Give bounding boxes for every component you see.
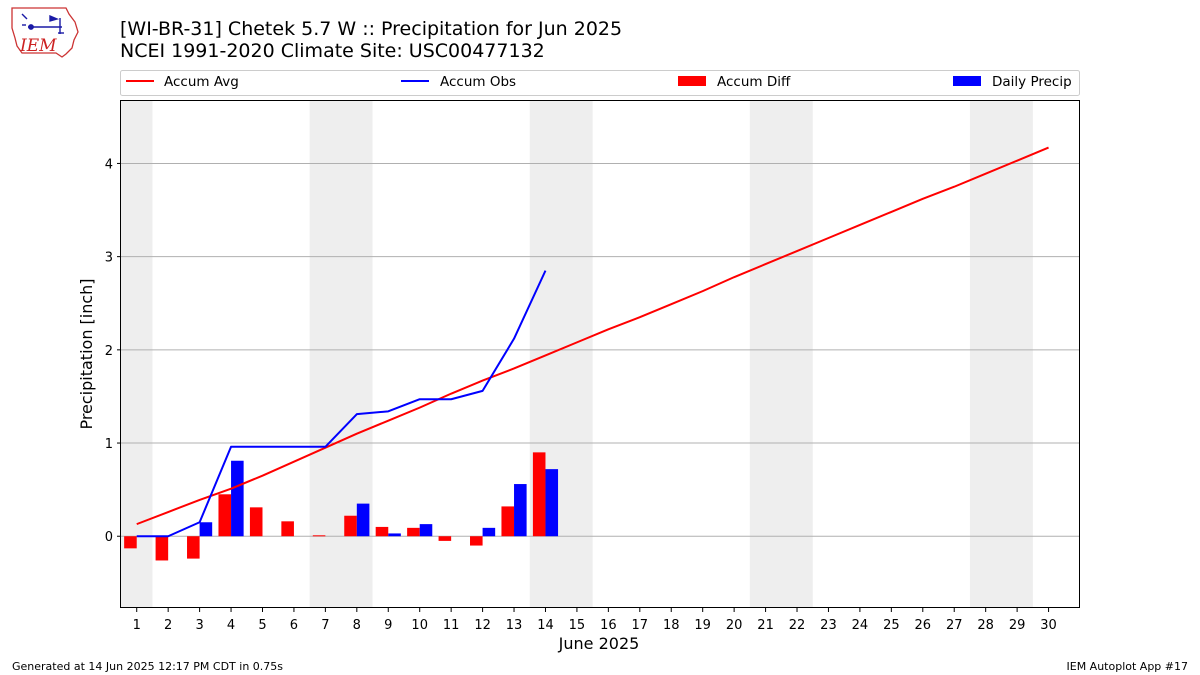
- legend-frame: [120, 70, 1080, 96]
- x-tick-label: 16: [600, 618, 617, 633]
- x-tick-label: 20: [726, 618, 743, 633]
- y-tick-label: 4: [105, 157, 113, 172]
- accum-diff-bar: [344, 515, 357, 537]
- daily-precip-bar: [545, 469, 559, 537]
- x-tick-label: 18: [663, 618, 680, 633]
- accum-diff-bar: [470, 536, 483, 546]
- accum-diff-bar: [124, 536, 137, 549]
- plot-area-frame: [120, 100, 1080, 608]
- x-tick-label: 1: [133, 618, 141, 633]
- legend-swatch-daily-precip: [953, 76, 981, 86]
- accum-diff-bar: [438, 536, 452, 541]
- accum-diff-bar: [249, 507, 263, 537]
- x-axis-label: June 2025: [558, 634, 640, 653]
- x-tick-label: 8: [353, 618, 361, 633]
- x-tick-label: 2: [164, 618, 172, 633]
- x-tick-label: 6: [290, 618, 298, 633]
- legend-label-accum-diff: Accum Diff: [717, 74, 791, 90]
- chart-title: [WI-BR-31] Chetek 5.7 W :: Precipitation…: [120, 18, 622, 40]
- x-tick-label: 19: [694, 618, 711, 633]
- bar-series: [124, 452, 559, 561]
- legend-label-accum-avg: Accum Avg: [164, 74, 239, 90]
- accum-diff-bar: [375, 526, 389, 537]
- x-tick-label: 7: [321, 618, 329, 633]
- footer-generated: Generated at 14 Jun 2025 12:17 PM CDT in…: [12, 660, 283, 673]
- footer-app: IEM Autoplot App #17: [1067, 660, 1189, 673]
- x-tick-label: 30: [1040, 618, 1057, 633]
- accum-diff-bar: [407, 527, 420, 537]
- y-axis-label: Precipitation [inch]: [77, 278, 96, 429]
- x-tick-label: 4: [227, 618, 235, 633]
- gridlines: [121, 162, 1080, 537]
- x-tick-label: 17: [632, 618, 649, 633]
- accum-diff-bar: [155, 536, 169, 561]
- daily-precip-bar: [199, 522, 213, 537]
- y-tick-label: 2: [105, 344, 113, 359]
- x-tick-label: 24: [852, 618, 869, 633]
- weather-station-icon: [21, 13, 64, 34]
- chart-subtitle: NCEI 1991-2020 Climate Site: USC00477132: [120, 40, 545, 62]
- x-tick-label: 12: [474, 618, 491, 633]
- x-axis-ticks: 1 2 3 4 5 6 7 8 9 10 11 12 13 14 15 16 17 18 19 20 21 22 23 24 2…: [133, 608, 1057, 633]
- line-series: [136, 146, 1049, 538]
- legend-swatch-accum-diff: [678, 76, 706, 86]
- logo-text: IEM: [19, 36, 57, 56]
- daily-precip-bar: [231, 460, 244, 537]
- y-axis-ticks: 0 1 2 3 4: [105, 157, 121, 545]
- accum-diff-bar: [501, 506, 515, 537]
- x-tick-label: 21: [757, 618, 774, 633]
- weekend-shade-band: [749, 101, 813, 608]
- iem-logo[interactable]: IEM: [11, 7, 79, 58]
- legend: Accum Avg Accum Obs Accum Diff Daily Pre…: [120, 70, 1080, 96]
- accum-diff-bar: [187, 536, 200, 559]
- y-tick-label: 3: [105, 251, 113, 266]
- x-tick-label: 28: [977, 618, 994, 633]
- x-tick-label: 11: [443, 618, 460, 633]
- x-tick-label: 10: [411, 618, 428, 633]
- daily-precip-bar: [356, 503, 370, 537]
- x-tick-label: 27: [946, 618, 963, 633]
- accum-obs-line: [136, 270, 547, 538]
- iowa-outline-icon: [11, 7, 79, 58]
- y-tick-label: 0: [105, 530, 113, 545]
- x-tick-label: 14: [537, 618, 554, 633]
- x-tick-label: 29: [1009, 618, 1026, 633]
- legend-label-daily-precip: Daily Precip: [992, 74, 1072, 90]
- y-tick-label: 1: [105, 437, 113, 452]
- daily-precip-bar: [482, 527, 496, 537]
- accum-diff-bar: [532, 452, 546, 537]
- x-tick-label: 25: [883, 618, 900, 633]
- x-tick-label: 13: [506, 618, 523, 633]
- x-tick-label: 5: [258, 618, 266, 633]
- x-tick-label: 15: [569, 618, 586, 633]
- x-tick-label: 9: [384, 618, 392, 633]
- accum-diff-bar: [312, 535, 326, 537]
- x-tick-label: 3: [195, 618, 203, 633]
- weekend-shade-band: [969, 101, 1033, 608]
- x-tick-label: 23: [820, 618, 837, 633]
- x-tick-label: 22: [789, 618, 806, 633]
- accum-diff-bar: [218, 494, 232, 537]
- weekend-shade-band: [121, 101, 153, 608]
- x-tick-label: 26: [915, 618, 932, 633]
- daily-precip-bar: [388, 533, 401, 537]
- daily-precip-bar: [514, 484, 527, 537]
- accum-diff-bar: [281, 521, 294, 537]
- daily-precip-bar: [419, 524, 433, 537]
- legend-label-accum-obs: Accum Obs: [440, 74, 516, 90]
- accum-avg-line: [136, 146, 1049, 526]
